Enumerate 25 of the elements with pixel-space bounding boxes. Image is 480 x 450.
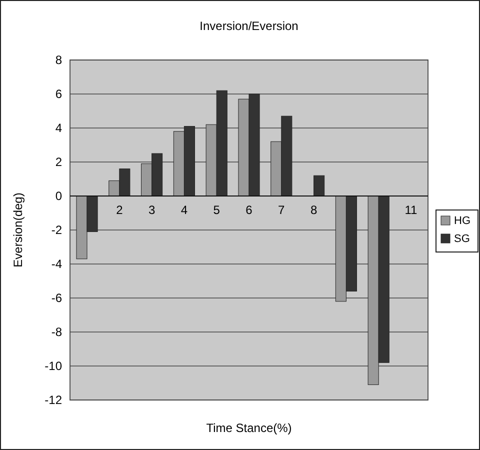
- legend-label: SG: [454, 233, 470, 245]
- y-tick-label: -8: [51, 325, 62, 340]
- y-tick-label: 8: [55, 53, 62, 68]
- x-tick-label: 11: [404, 203, 418, 217]
- x-tick-label: 6: [246, 203, 253, 217]
- y-tick-label: 0: [55, 189, 62, 204]
- y-tick-label: 2: [55, 155, 62, 170]
- y-tick-label: -2: [51, 223, 62, 238]
- y-tick-label: 4: [55, 121, 62, 136]
- x-axis-title: Time Stance(%): [206, 421, 292, 435]
- y-tick-label: -4: [51, 257, 62, 272]
- x-tick-label: 3: [148, 203, 156, 217]
- legend-label: HG: [454, 215, 470, 227]
- x-tick-label: 2: [116, 203, 124, 217]
- y-tick-label: -6: [51, 291, 62, 306]
- y-tick-label: -10: [44, 359, 62, 374]
- bar: [314, 175, 325, 196]
- y-tick-label: -12: [44, 393, 62, 408]
- x-tick-label: 7: [278, 203, 286, 217]
- x-tick-label: 8: [310, 203, 318, 217]
- x-tick-label: 4: [180, 203, 188, 217]
- x-tick-label: 5: [213, 203, 220, 217]
- y-tick-label: 6: [55, 87, 62, 102]
- chart-title: Inversion/Eversion: [200, 19, 298, 33]
- y-axis-title: Eversion(deg): [11, 192, 25, 268]
